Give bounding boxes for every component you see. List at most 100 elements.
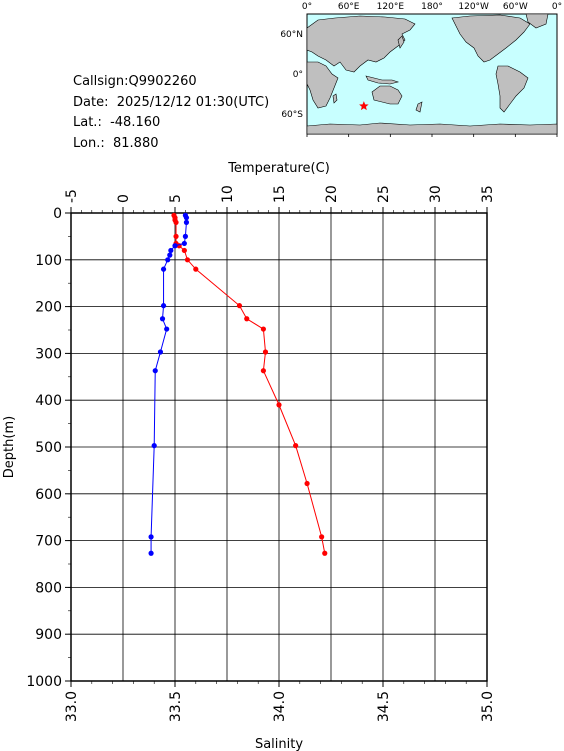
temperature-data-point <box>260 326 266 332</box>
depth-tick-label: 100 <box>35 253 62 269</box>
temperature-tick-label: 25 <box>376 185 392 203</box>
madagascar-landmass <box>332 93 338 104</box>
lon-value: 81.880 <box>113 135 159 151</box>
eurasia-landmass <box>306 15 416 73</box>
australia-landmass <box>371 85 403 105</box>
depth-tick-label: 400 <box>35 393 62 409</box>
salinity-data-point <box>172 243 178 249</box>
temperature-tick-label: 15 <box>272 185 288 203</box>
temperature-tick-label: 20 <box>324 185 340 203</box>
depth-tick-label: 800 <box>35 580 62 596</box>
map-lat-label: 60°N <box>280 30 303 40</box>
depth-tick-label: 200 <box>35 300 62 316</box>
depth-tick-label: 600 <box>35 487 62 503</box>
temperature-data-point <box>181 247 187 254</box>
salinity-data-point <box>183 215 190 221</box>
salinity-profile-line <box>150 215 187 554</box>
africa-landmass <box>306 61 339 109</box>
callsign-row: Callsign:Q9902260 <box>73 72 269 93</box>
temperature-tick-label: 35 <box>480 185 496 203</box>
temperature-data-point <box>304 480 310 487</box>
date-label: Date: <box>73 94 109 110</box>
callsign-value: Q9902260 <box>128 74 197 89</box>
salinity-data-point <box>152 368 158 374</box>
salinity-data-point <box>157 349 164 355</box>
map-lon-label: 180° <box>421 2 443 12</box>
temperature-data-point <box>173 219 179 225</box>
depth-tick-label: 0 <box>53 206 62 222</box>
salinity-data-point <box>164 326 170 332</box>
temperature-data-point <box>260 368 266 374</box>
map-lon-label: 60°E <box>338 2 360 12</box>
greenland-landmass <box>525 13 549 29</box>
map-lon-label: 0° <box>552 2 562 12</box>
lat-row: Lat.: -48.160 <box>73 113 269 134</box>
salinity-tick-label: 34.5 <box>376 691 392 722</box>
depth-tick-label: 900 <box>35 627 62 643</box>
salinity-data-point <box>148 534 154 540</box>
salinity-tick-label: 35.0 <box>480 691 496 722</box>
salinity-data-point <box>183 219 190 225</box>
map-graticule-labels: 0° 60°E 120°E 180° 120°W 60°W 0° 60°N 0° 60°S <box>280 2 562 137</box>
map-lon-label: 120°E <box>377 2 405 12</box>
south-america-landmass <box>495 65 529 113</box>
station-marker <box>359 101 369 111</box>
map-lon-label: 120°W <box>458 2 489 12</box>
map-lon-label: 0° <box>302 2 312 12</box>
temperature-tick-label: -5 <box>64 189 80 203</box>
map-lon-label: 60°W <box>503 2 528 12</box>
station-info: Callsign:Q9902260 Date: 2025/12/12 01:30… <box>73 72 269 154</box>
new-zealand-landmass <box>415 101 423 113</box>
temperature-data-point <box>276 402 282 408</box>
chart-grid <box>70 212 488 682</box>
depth-tick-label: 500 <box>35 440 62 456</box>
salinity-data-point <box>160 303 167 309</box>
lon-row: Lon.: 81.880 <box>73 134 269 155</box>
temperature-data-point <box>262 349 269 355</box>
lat-value: -48.160 <box>110 115 161 130</box>
temperature-data-point <box>173 233 179 239</box>
salinity-tick-label: 34.0 <box>272 691 288 722</box>
temperature-data-point <box>184 257 191 263</box>
date-value: 2025/12/12 01:30(UTC) <box>116 94 270 110</box>
temperature-data-point <box>244 316 250 322</box>
salinity-data-point <box>159 316 166 322</box>
salinity-data-point <box>151 443 157 449</box>
temperature-tick-label: 0 <box>116 194 132 203</box>
temperature-data-point <box>193 266 199 272</box>
salinity-axis-title: Salinity <box>255 737 303 751</box>
depth-tick-label: 300 <box>35 346 62 362</box>
temperature-data-point <box>293 443 299 449</box>
indonesia-landmass <box>365 75 400 85</box>
location-map: 0° 60°E 120°E 180° 120°W 60°W 0° 60°N 0° 60°S <box>280 2 562 137</box>
temperature-axis-title: Temperature(C) <box>227 161 330 176</box>
salinity-tick-label: 33.0 <box>64 691 80 722</box>
depth-tick-label: 1000 <box>26 674 62 690</box>
temperature-data-point <box>319 534 325 540</box>
lon-label: Lon.: <box>73 135 105 151</box>
temperature-tick-label: 5 <box>168 194 184 203</box>
map-lat-label: 60°S <box>281 110 303 120</box>
temperature-tick-label: 10 <box>220 185 236 203</box>
temperature-profile-line <box>173 215 326 554</box>
map-land <box>306 13 558 135</box>
salinity-data-point <box>168 247 174 254</box>
temperature-data-point <box>236 303 243 309</box>
salinity-data-point <box>182 233 188 239</box>
axis-ticks <box>65 207 488 687</box>
depth-axis-title: Depth(m) <box>2 416 17 478</box>
salinity-data-point <box>181 240 187 247</box>
date-row: Date: 2025/12/12 01:30(UTC) <box>73 93 269 114</box>
callsign-label: Callsign: <box>73 74 129 89</box>
map-lat-label: 0° <box>293 70 303 80</box>
salinity-tick-label: 33.5 <box>168 691 184 722</box>
japan-landmass <box>397 35 405 49</box>
salinity-data-point <box>165 257 171 263</box>
temperature-tick-label: 30 <box>428 185 444 203</box>
data-series <box>148 212 328 556</box>
salinity-data-point <box>160 266 167 272</box>
station-star-icon <box>359 101 369 111</box>
temperature-data-point <box>322 550 328 556</box>
